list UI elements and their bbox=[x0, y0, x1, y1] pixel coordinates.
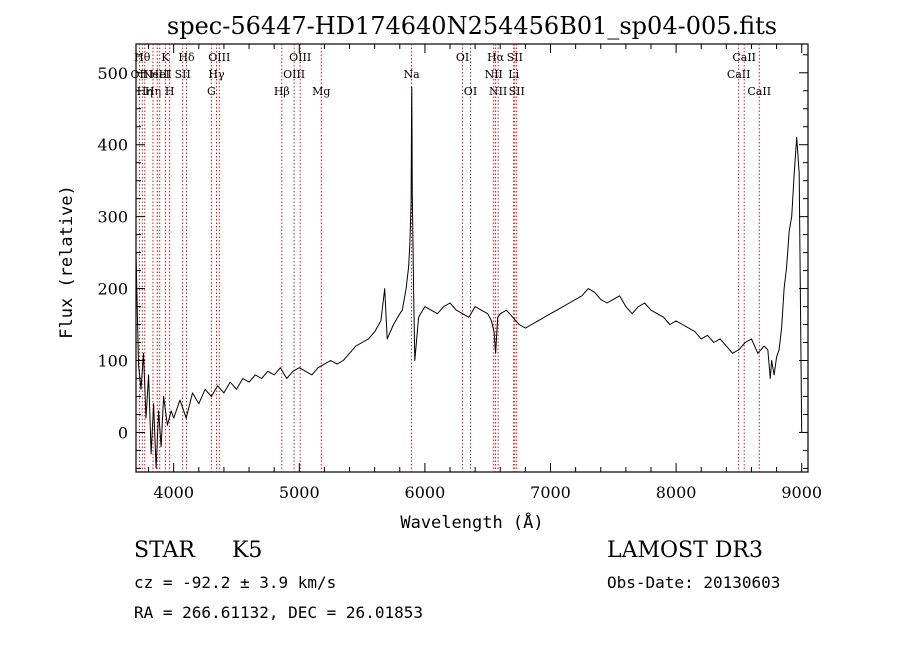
line-marker-label-10: G bbox=[207, 85, 216, 98]
line-marker-label-14: OIII bbox=[283, 68, 305, 81]
line-marker-label-4: NeIII bbox=[143, 68, 172, 81]
plot-frame bbox=[135, 43, 809, 473]
line-marker-label-23: Li bbox=[508, 68, 519, 81]
y-axis-label: Flux (relative) bbox=[57, 185, 77, 339]
series-line-flux bbox=[135, 86, 803, 469]
line-marker-label-8: SII bbox=[175, 68, 191, 81]
chart-title: spec-56447-HD174640N254456B01_sp04-005.f… bbox=[167, 12, 777, 40]
y-tick-label-200: 200 bbox=[97, 280, 128, 299]
line-marker-label-19: OI bbox=[464, 85, 477, 98]
subclass-label: K5 bbox=[232, 538, 263, 563]
coordinates-label: RA = 266.61132, DEC = 26.01853 bbox=[134, 603, 423, 622]
x-tick-label-8000: 8000 bbox=[656, 483, 697, 502]
spectrum-chart: HθOIIHηHηNeIIIHeIKHSIIHδGHγOIIIHβOIIIOII… bbox=[57, 12, 822, 533]
x-tick-label-7000: 7000 bbox=[530, 483, 571, 502]
line-marker-label-18: OI bbox=[456, 51, 469, 64]
x-tick-label-4000: 4000 bbox=[153, 483, 194, 502]
redshift-label: cz = -92.2 ± 3.9 km/s bbox=[134, 573, 337, 592]
y-tick-label-400: 400 bbox=[97, 136, 128, 155]
line-marker-label-7: H bbox=[165, 85, 175, 98]
line-marker-label-9: Hδ bbox=[178, 51, 195, 64]
line-marker-label-11: Hγ bbox=[208, 68, 225, 81]
y-tick-label-500: 500 bbox=[97, 64, 128, 83]
line-marker-label-13: Hβ bbox=[274, 85, 290, 98]
line-marker-label-2: Hη bbox=[137, 85, 153, 98]
line-marker-label-24: SII bbox=[507, 51, 523, 64]
y-tick-label-300: 300 bbox=[97, 208, 128, 227]
line-marker-label-27: CaII bbox=[732, 51, 756, 64]
x-tick-label-9000: 9000 bbox=[781, 483, 822, 502]
obs-date-label: Obs-Date: 20130603 bbox=[607, 573, 781, 592]
line-marker-label-0: Hθ bbox=[134, 51, 151, 64]
object-class: STAR K5 bbox=[134, 538, 262, 563]
line-marker-label-25: SII bbox=[509, 85, 525, 98]
y-tick-label-0: 0 bbox=[118, 423, 128, 442]
y-tick-label-100: 100 bbox=[97, 352, 128, 371]
line-marker-label-26: CaII bbox=[727, 68, 751, 81]
line-marker-label-28: CaII bbox=[747, 85, 771, 98]
x-axis-label: Wavelength (Å) bbox=[400, 511, 543, 533]
line-marker-label-22: NII bbox=[489, 85, 507, 98]
line-marker-label-16: Mg bbox=[312, 85, 330, 98]
line-marker-label-21: Hα bbox=[487, 51, 505, 64]
line-marker-label-15: OIII bbox=[289, 51, 311, 64]
line-marker-label-3: Hη bbox=[145, 85, 161, 98]
line-marker-label-17: Na bbox=[403, 68, 420, 81]
line-marker-label-5: HeI bbox=[150, 68, 170, 81]
survey-label: LAMOST DR3 bbox=[607, 538, 763, 563]
class-label: STAR bbox=[134, 538, 195, 563]
line-marker-label-20: NII bbox=[485, 68, 503, 81]
line-marker-label-12: OIII bbox=[208, 51, 230, 64]
line-marker-label-1: OII bbox=[131, 68, 149, 81]
x-tick-label-6000: 6000 bbox=[405, 483, 446, 502]
x-tick-label-5000: 5000 bbox=[279, 483, 320, 502]
line-marker-label-6: K bbox=[161, 51, 170, 64]
